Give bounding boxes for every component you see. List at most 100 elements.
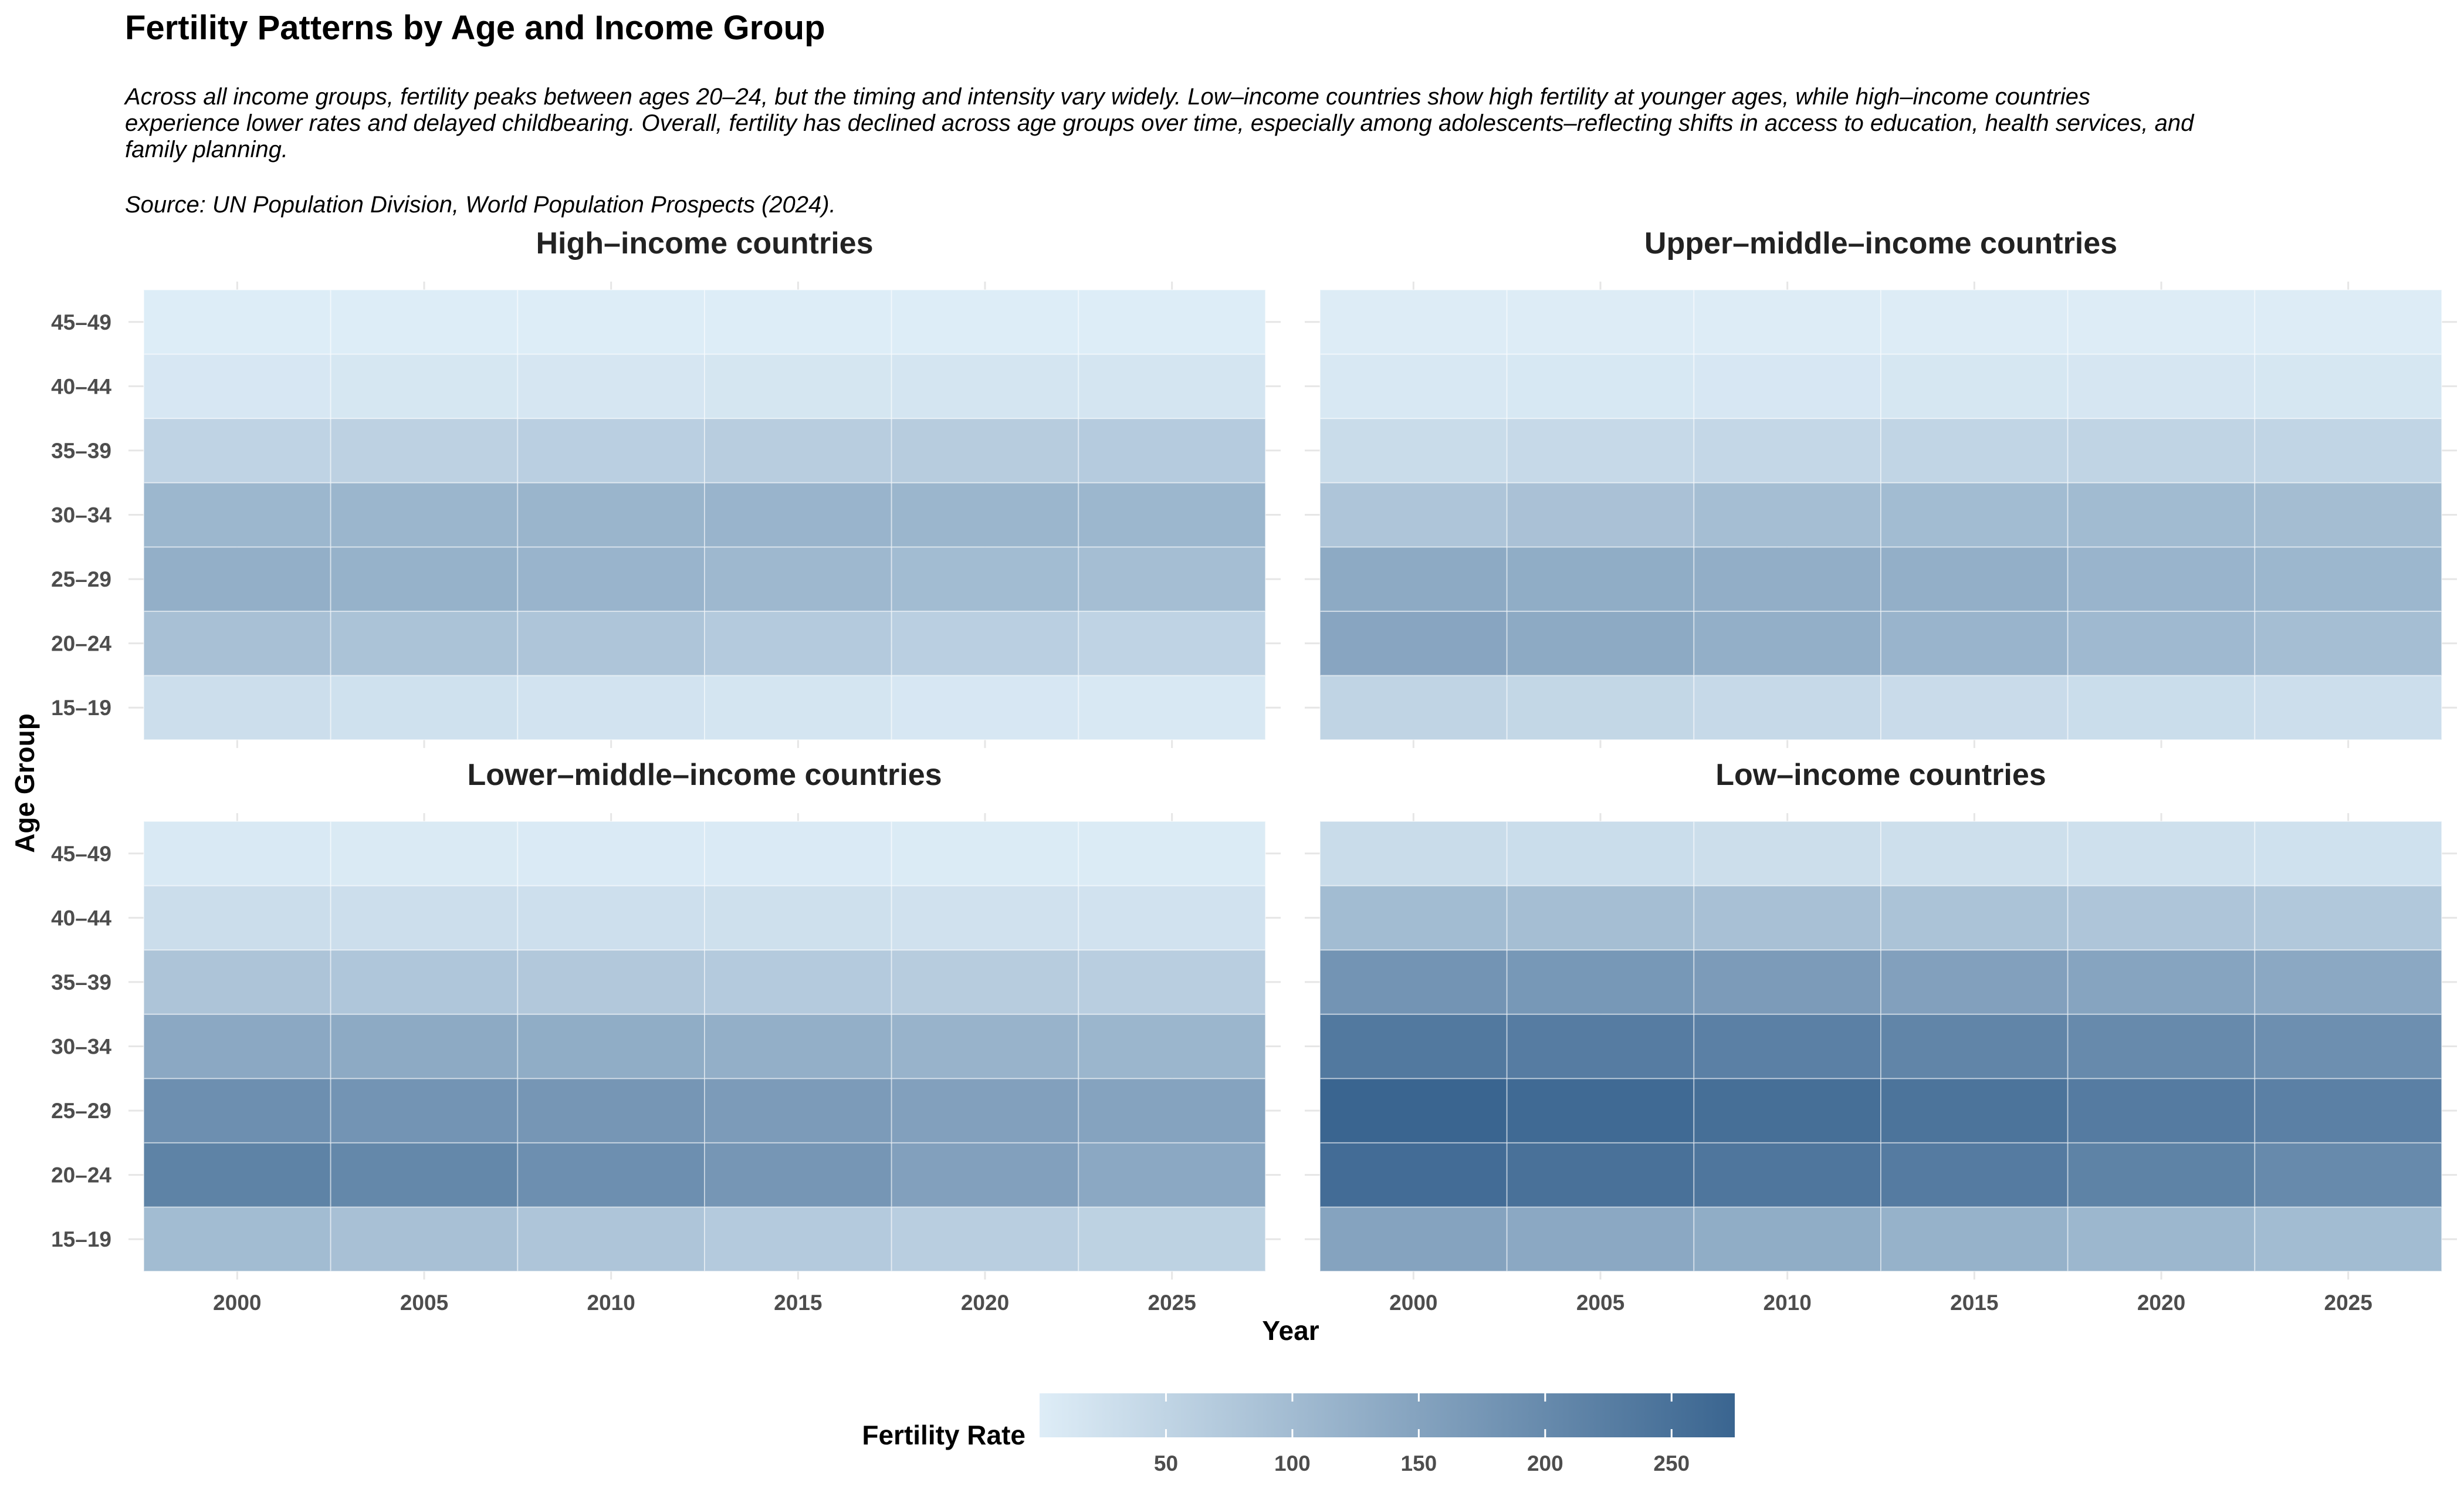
heatmap-cell [2254,675,2442,741]
heatmap-cell [330,289,519,355]
y-tick-label: 15–19 [51,696,111,720]
y-tick-label: 45–49 [51,842,111,866]
legend-tick-label: 200 [1527,1451,1563,1475]
heatmap-cell [1506,885,1695,951]
panel-lower-middle-income-countries: Lower–middle–income countries 15–19 20–24 2… [51,758,1281,1315]
heatmap-cell [2067,949,2256,1015]
heatmap-cell [1078,610,1267,676]
heatmap-cell [2254,1206,2442,1272]
heatmap-cell [1319,1013,1508,1079]
heatmap-cell [1880,353,2069,419]
heatmap-cell [2254,1142,2442,1208]
heatmap-cell [330,1078,519,1143]
heatmap-cell [891,1013,1079,1079]
heatmap-cell [891,289,1079,355]
heatmap-cell [891,675,1079,741]
heatmap-cell [1319,1206,1508,1272]
x-tick-label: 2015 [1950,1291,1998,1315]
heatmap-cell [1078,821,1267,886]
axis-titles: Year Age Group [9,713,1319,1346]
y-tick-label: 25–29 [51,1099,111,1123]
heatmap-cell [330,1142,519,1208]
x-tick-label: 2010 [1764,1291,1812,1315]
heatmap-cell [1693,675,1881,741]
heatmap-cell [330,675,519,741]
y-tick-label: 40–44 [51,374,111,398]
heatmap-cell [1880,1206,2069,1272]
heatmap-cell [1880,1013,2069,1079]
heatmap-cell [517,1206,705,1272]
y-tick-label: 20–24 [51,1163,111,1187]
heatmap-cell [1078,482,1267,548]
heatmap-cell [2067,885,2256,951]
subtitle-line-3: family planning. [125,137,288,163]
x-tick-label: 2010 [587,1291,635,1315]
heatmap-cell [1693,1142,1881,1208]
heatmap-panels: High–income countries 15–19 20–24 25–29 30–3… [51,226,2457,1315]
y-tick-label: 30–34 [51,503,111,527]
heatmap-cell [1506,289,1695,355]
heatmap-cell [1693,289,1881,355]
heatmap-cell [330,610,519,676]
heatmap-cell [704,1013,892,1079]
heatmap-cell [1078,418,1267,483]
y-axis-title: Age Group [9,713,40,853]
heatmap-cell [704,821,892,886]
heatmap-cell [2067,289,2256,355]
heatmap-cell [1319,289,1508,355]
heatmap-cell [1319,1142,1508,1208]
heatmap-cell [891,610,1079,676]
heatmap-cell [143,482,331,548]
header: Fertility Patterns by Age and Income Gro… [124,9,2195,218]
heatmap-cell [704,418,892,483]
heatmap-cell [330,418,519,483]
heatmap-cell [1880,949,2069,1015]
heatmap-cell [143,885,331,951]
heatmap-cell [1078,1078,1267,1143]
heatmap-cell [891,1078,1079,1143]
heatmap-cell [330,353,519,419]
heatmap-cell [330,885,519,951]
legend-title: Fertility Rate [862,1420,1025,1450]
heatmap-cell [2067,821,2256,886]
heatmap-cell [2067,1013,2256,1079]
heatmap-cell [1880,289,2069,355]
heatmap-cell [891,546,1079,612]
heatmap-cell [2254,289,2442,355]
heatmap-cell [517,885,705,951]
heatmap-cell [1880,675,2069,741]
heatmap-cell [1319,546,1508,612]
heatmap-cell [1506,418,1695,483]
heatmap-cell [891,1142,1079,1208]
heatmap-cell [704,885,892,951]
heatmap-cell [1506,1206,1695,1272]
color-legend: Fertility Rate 50 100 150 200 250 [862,1393,1735,1475]
heatmap-cell [330,482,519,548]
heatmap-cell [330,949,519,1015]
heatmap-cell [2254,949,2442,1015]
heatmap-cell [2067,1142,2256,1208]
heatmap-cell [143,821,331,886]
subtitle-line-2: experience lower rates and delayed child… [125,110,2195,136]
heatmap-cell [1506,821,1695,886]
heatmap-cell [517,949,705,1015]
x-tick-label: 2005 [400,1291,448,1315]
heatmap-cell [1506,353,1695,419]
heatmap-cell [143,675,331,741]
heatmap-cell [143,1078,331,1143]
heatmap-cell [891,418,1079,483]
heatmap-cell [1880,546,2069,612]
heatmap-cell [143,1142,331,1208]
heatmap-cell [1078,289,1267,355]
heatmap-cell [517,1142,705,1208]
heatmap-cell [330,546,519,612]
heatmap-cell [891,353,1079,419]
legend-tick-label: 250 [1653,1451,1690,1475]
heatmap-cell [517,546,705,612]
legend-tick-label: 50 [1154,1451,1178,1475]
heatmap-cell [704,482,892,548]
heatmap-cell [2254,821,2442,886]
y-tick-label: 25–29 [51,567,111,591]
heatmap-cell [1693,1013,1881,1079]
